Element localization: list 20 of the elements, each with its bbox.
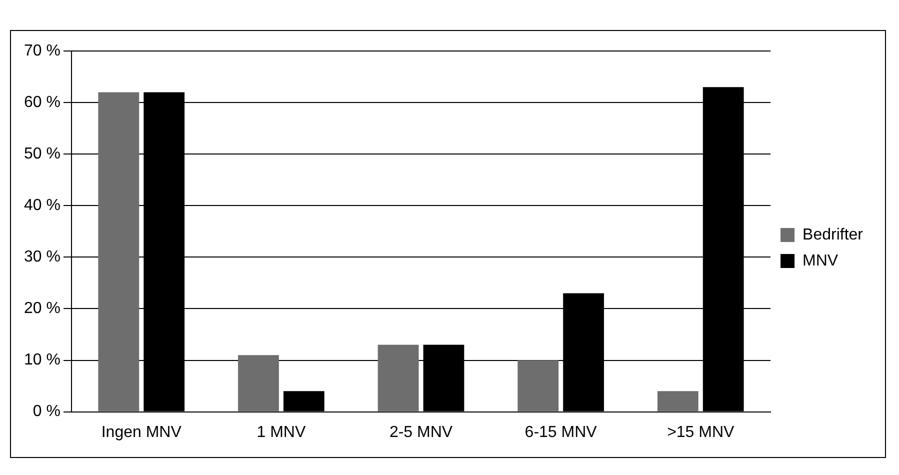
bar <box>657 391 698 412</box>
y-tick-label: 40 % <box>24 197 60 214</box>
x-tick-label: Ingen MNV <box>101 424 182 441</box>
legend-label: Bedrifter <box>802 226 864 244</box>
bar <box>518 360 559 412</box>
y-tick-label: 20 % <box>24 300 60 318</box>
y-tick-label: 0 % <box>32 403 60 420</box>
bar <box>238 355 279 412</box>
y-tick-label: 50 % <box>24 145 60 162</box>
y-tick-label: 60 % <box>24 94 60 111</box>
x-tick-label: 6-15 MNV <box>524 424 598 441</box>
y-tick-label: 10 % <box>24 352 60 369</box>
bar <box>98 92 140 412</box>
x-tick-label: >15 MNV <box>667 424 735 441</box>
y-tick-label: 70 % <box>24 42 60 60</box>
x-tick-label: 2-5 MNV <box>389 424 453 441</box>
x-tick-label: 1 MNV <box>256 424 306 441</box>
y-tick-label: 30 % <box>24 248 60 266</box>
legend-label: MNV <box>802 252 838 270</box>
bar <box>378 344 419 412</box>
